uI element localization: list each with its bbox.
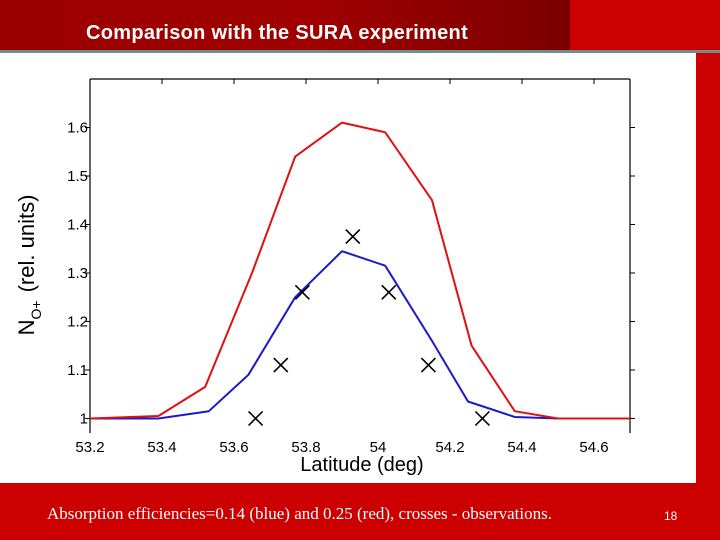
x-axis-title: Latitude (deg) <box>300 454 423 476</box>
y-tick-label: 1.5 <box>67 168 88 185</box>
y-axis-title-units: (rel. units) <box>14 195 39 293</box>
x-tick-label: 53.6 <box>219 439 248 456</box>
slide-caption: Absorption efficiencies=0.14 (blue) and … <box>47 504 552 523</box>
x-tick-label: 54.6 <box>579 439 608 456</box>
title-bar-dark-band <box>0 0 570 50</box>
y-tick-label: 1.3 <box>67 265 88 282</box>
red-series-line <box>89 121 630 420</box>
x-axis-ticks: 53.2 53.4 53.6 53.8 54 54.2 54.4 54.6 <box>75 79 609 456</box>
y-axis-title: NO+ (rel. units) <box>14 195 44 336</box>
x-tick-label: 53.8 <box>291 439 320 456</box>
latitude-chart: 1 1.1 1.2 1.3 1.4 1.5 1.6 53.2 53.4 53.6 53.8 54 54… <box>0 53 696 483</box>
page-number: 18 <box>664 509 678 523</box>
observation-marker <box>381 284 397 300</box>
title-bar: Comparison with the SURA experiment <box>0 0 720 50</box>
y-tick-label: 1.4 <box>67 216 88 233</box>
observation-marker <box>273 357 289 373</box>
observation-marker <box>345 229 361 245</box>
x-tick-label: 53.4 <box>147 439 176 456</box>
y-axis-title-main: N <box>14 319 39 335</box>
blue-series-line <box>90 250 630 420</box>
right-side-band <box>696 53 720 483</box>
y-axis-title-subscript: O+ <box>28 300 44 319</box>
y-axis-ticks: 1 1.1 1.2 1.3 1.4 1.5 1.6 <box>67 119 635 427</box>
slide-title: Comparison with the SURA experiment <box>86 22 469 44</box>
observation-marker <box>294 284 310 300</box>
y-tick-label: 1.6 <box>67 119 88 136</box>
footer-bar: Absorption efficiencies=0.14 (blue) and … <box>0 483 720 540</box>
series-layer <box>89 121 630 427</box>
y-tick-label: 1.1 <box>67 362 88 379</box>
x-tick-label: 53.2 <box>75 439 104 456</box>
observation-marker <box>420 357 436 373</box>
title-divider <box>0 50 720 53</box>
observation-marker <box>248 410 264 427</box>
observation-marker <box>474 410 490 427</box>
x-tick-label: 54.4 <box>507 439 536 456</box>
y-tick-label: 1.2 <box>67 313 88 330</box>
x-tick-label: 54.2 <box>435 439 464 456</box>
y-tick-label: 1 <box>80 410 88 427</box>
x-tick-label: 54 <box>370 439 387 456</box>
svg-text:NO+(rel. units): NO+ (rel. units) <box>14 195 44 336</box>
